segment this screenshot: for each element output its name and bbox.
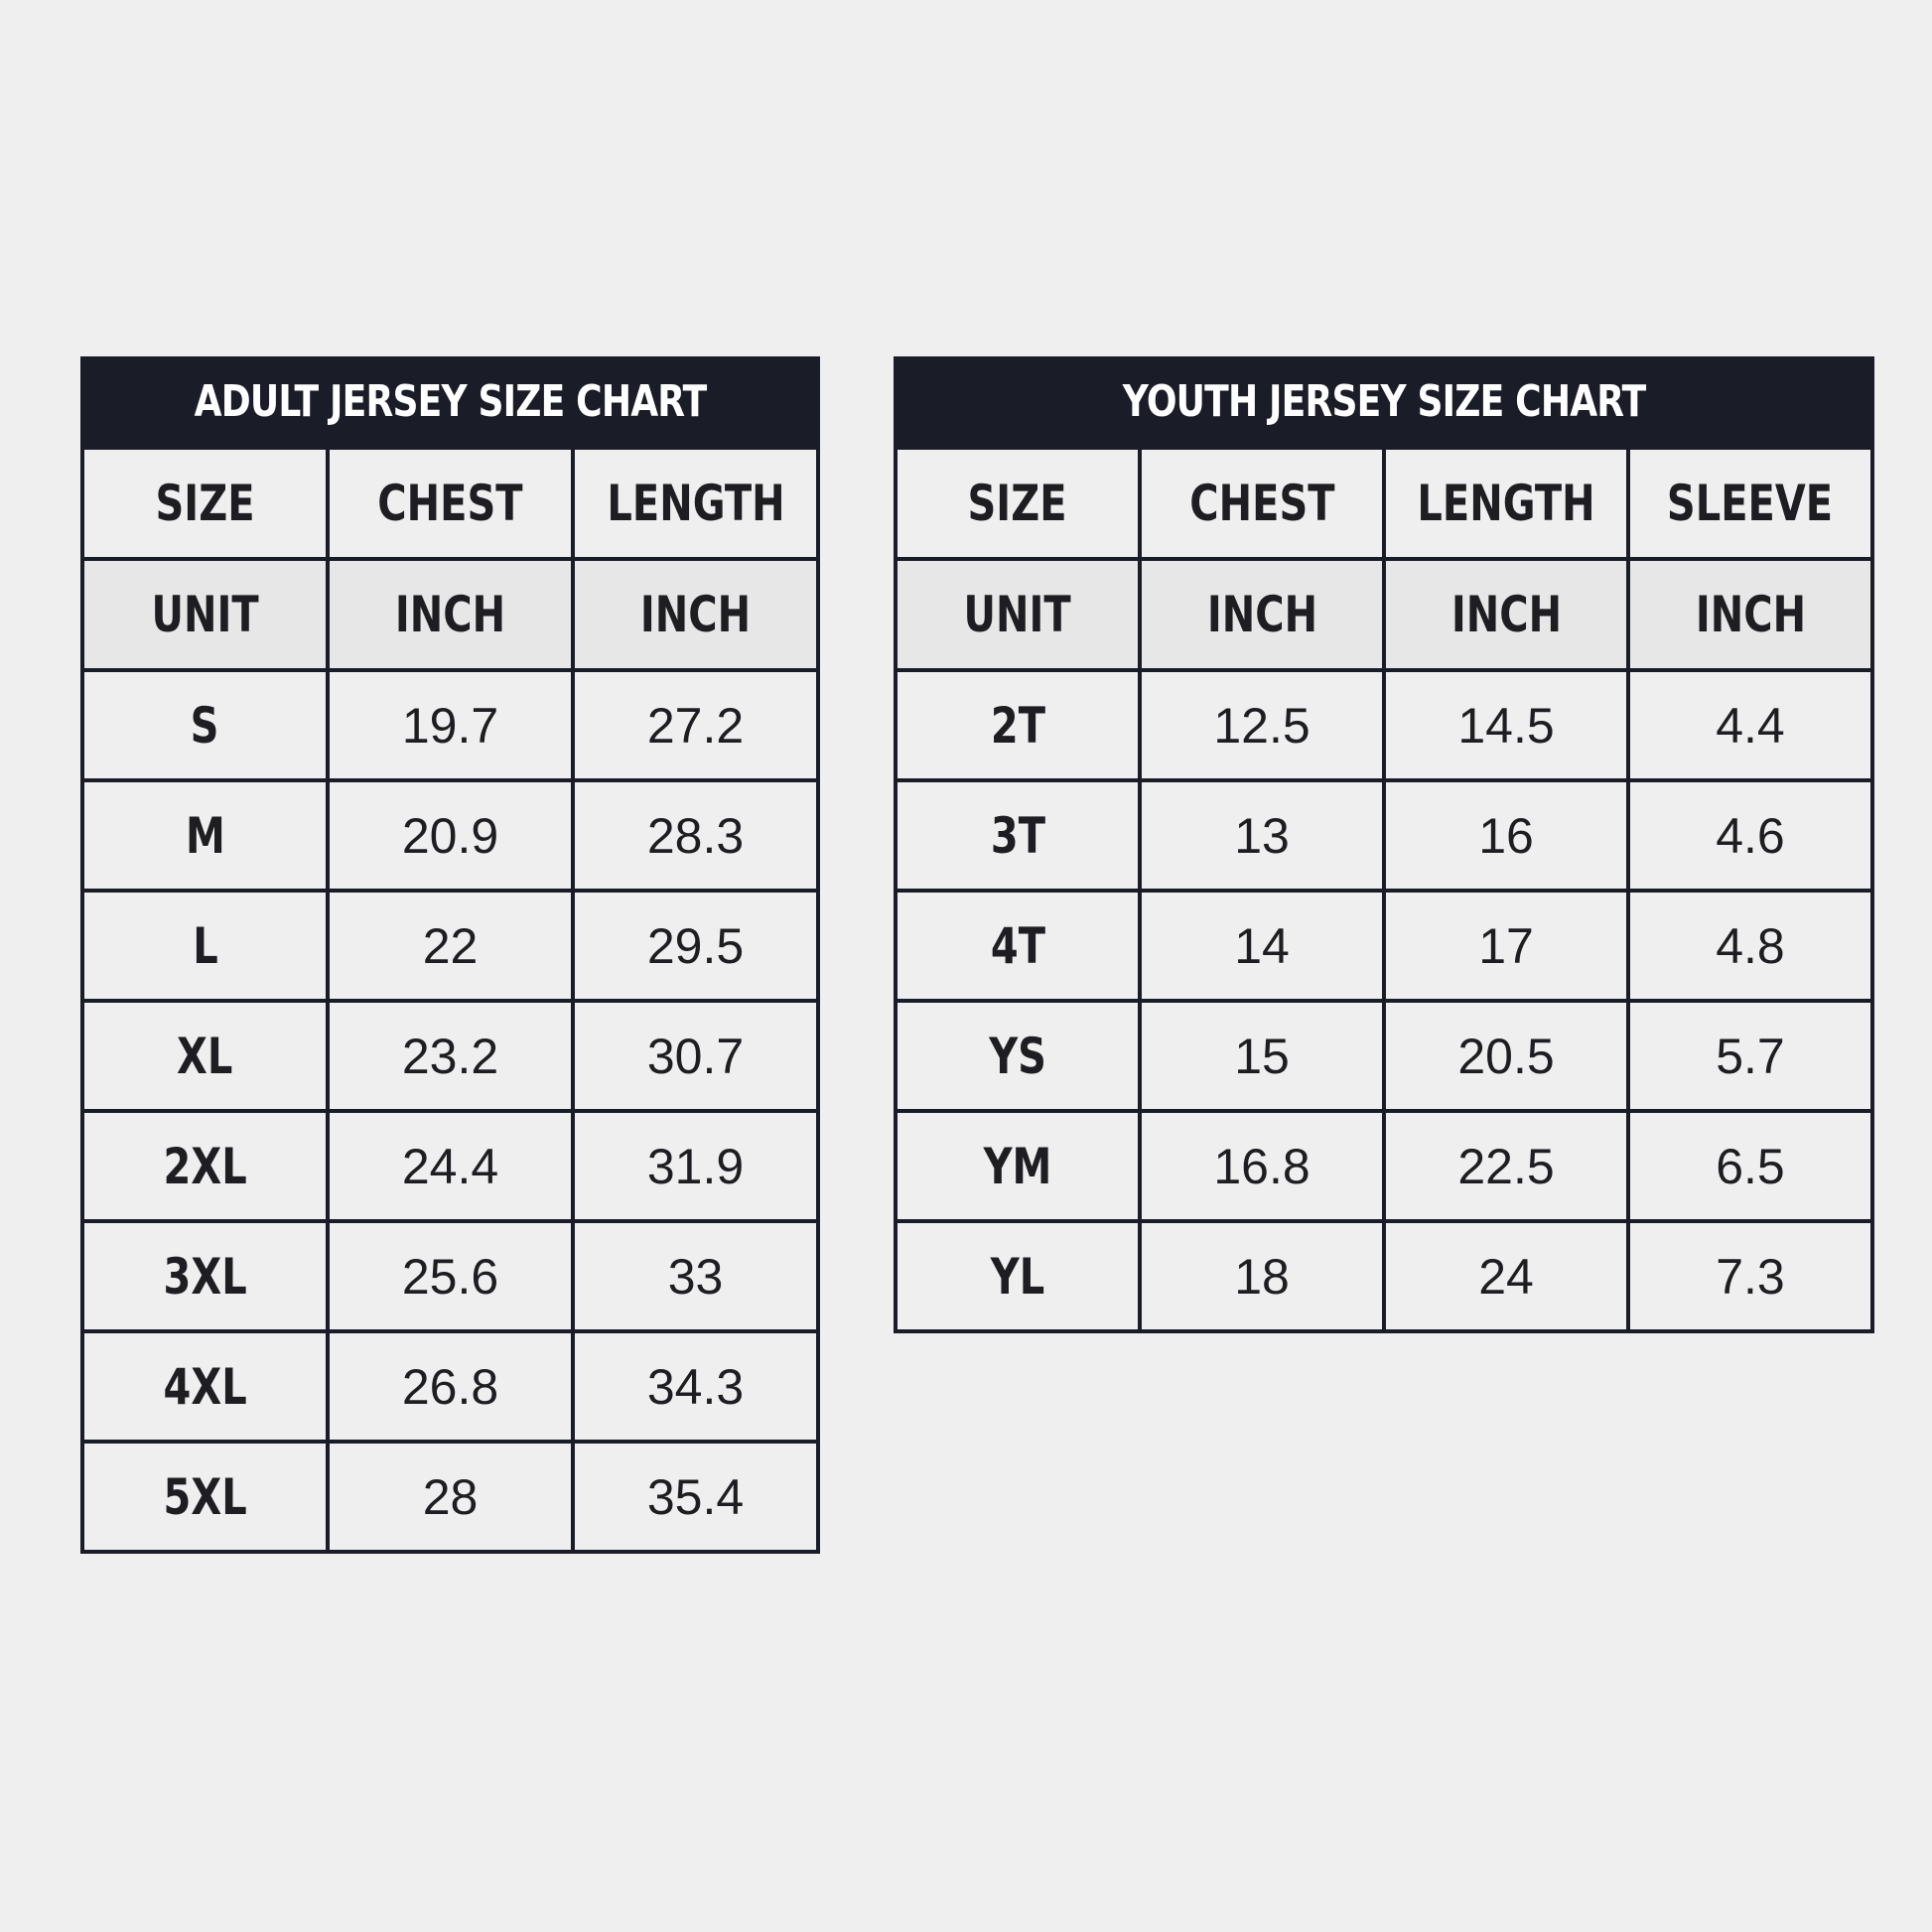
table-row: YL 18 24 7.3 [894, 1219, 1874, 1333]
table-row: 3XL 25.6 33 [80, 1219, 820, 1333]
size-cell: YL [894, 1219, 1142, 1333]
table-row: 3T 13 16 4.6 [894, 778, 1874, 893]
chest-cell: 25.6 [326, 1219, 575, 1333]
chest-cell: 19.7 [326, 668, 575, 782]
adult-header-chest: CHEST [326, 446, 575, 561]
youth-header-sleeve: SLEEVE [1626, 446, 1874, 561]
chest-cell: 26.8 [326, 1329, 575, 1444]
length-cell: 16 [1382, 778, 1630, 893]
chest-cell: 22 [326, 889, 575, 1003]
chest-cell: 15 [1138, 999, 1386, 1113]
youth-unit-row: UNIT INCH INCH INCH [894, 557, 1874, 672]
table-row: S 19.7 27.2 [80, 668, 820, 782]
size-cell: M [80, 778, 330, 893]
adult-unit-length: INCH [571, 557, 820, 672]
youth-header-row: SIZE CHEST LENGTH SLEEVE [894, 446, 1874, 561]
youth-unit-chest: INCH [1138, 557, 1386, 672]
chest-cell: 20.9 [326, 778, 575, 893]
adult-header-length: LENGTH [571, 446, 820, 561]
table-row: M 20.9 28.3 [80, 778, 820, 893]
chest-cell: 16.8 [1138, 1109, 1386, 1223]
table-row: YM 16.8 22.5 6.5 [894, 1109, 1874, 1223]
adult-chart-title: ADULT JERSEY SIZE CHART [80, 356, 820, 446]
length-cell: 20.5 [1382, 999, 1630, 1113]
length-cell: 35.4 [571, 1440, 820, 1554]
length-cell: 14.5 [1382, 668, 1630, 782]
size-cell: S [80, 668, 330, 782]
table-row: YS 15 20.5 5.7 [894, 999, 1874, 1113]
length-cell: 24 [1382, 1219, 1630, 1333]
length-cell: 30.7 [571, 999, 820, 1113]
length-cell: 27.2 [571, 668, 820, 782]
table-row: 4XL 26.8 34.3 [80, 1329, 820, 1444]
size-cell: 4XL [80, 1329, 330, 1444]
youth-chart-title: YOUTH JERSEY SIZE CHART [894, 356, 1874, 446]
size-cell: YS [894, 999, 1142, 1113]
youth-unit-sleeve: INCH [1626, 557, 1874, 672]
size-cell: L [80, 889, 330, 1003]
sleeve-cell: 4.8 [1626, 889, 1874, 1003]
sleeve-cell: 4.6 [1626, 778, 1874, 893]
table-row: 4T 14 17 4.8 [894, 889, 1874, 1003]
length-cell: 22.5 [1382, 1109, 1630, 1223]
size-cell: YM [894, 1109, 1142, 1223]
length-cell: 29.5 [571, 889, 820, 1003]
chest-cell: 14 [1138, 889, 1386, 1003]
adult-header-size: SIZE [80, 446, 330, 561]
size-cell: XL [80, 999, 330, 1113]
chest-cell: 23.2 [326, 999, 575, 1113]
adult-unit-chest: INCH [326, 557, 575, 672]
youth-header-size: SIZE [894, 446, 1142, 561]
sleeve-cell: 4.4 [1626, 668, 1874, 782]
length-cell: 34.3 [571, 1329, 820, 1444]
youth-header-chest: CHEST [1138, 446, 1386, 561]
youth-unit-label: UNIT [894, 557, 1142, 672]
table-row: XL 23.2 30.7 [80, 999, 820, 1113]
size-cell: 3XL [80, 1219, 330, 1333]
sleeve-cell: 5.7 [1626, 999, 1874, 1113]
table-row: 2T 12.5 14.5 4.4 [894, 668, 1874, 782]
chest-cell: 28 [326, 1440, 575, 1554]
adult-unit-label: UNIT [80, 557, 330, 672]
size-cell: 5XL [80, 1440, 330, 1554]
length-cell: 17 [1382, 889, 1630, 1003]
size-cell: 3T [894, 778, 1142, 893]
table-row: 2XL 24.4 31.9 [80, 1109, 820, 1223]
chest-cell: 13 [1138, 778, 1386, 893]
size-cell: 4T [894, 889, 1142, 1003]
youth-size-table: SIZE CHEST LENGTH SLEEVE UNIT INCH INCH … [894, 446, 1874, 1333]
adult-unit-row: UNIT INCH INCH [80, 557, 820, 672]
sleeve-cell: 6.5 [1626, 1109, 1874, 1223]
youth-header-length: LENGTH [1382, 446, 1630, 561]
adult-size-table: SIZE CHEST LENGTH UNIT INCH INCH S 19.7 … [80, 446, 820, 1554]
chest-cell: 12.5 [1138, 668, 1386, 782]
size-cell: 2T [894, 668, 1142, 782]
table-row: 5XL 28 35.4 [80, 1440, 820, 1554]
youth-unit-length: INCH [1382, 557, 1630, 672]
size-cell: 2XL [80, 1109, 330, 1223]
chest-cell: 24.4 [326, 1109, 575, 1223]
table-row: L 22 29.5 [80, 889, 820, 1003]
chest-cell: 18 [1138, 1219, 1386, 1333]
youth-size-chart: YOUTH JERSEY SIZE CHART SIZE CHEST LENGT… [894, 356, 1874, 1333]
length-cell: 31.9 [571, 1109, 820, 1223]
adult-header-row: SIZE CHEST LENGTH [80, 446, 820, 561]
adult-size-chart: ADULT JERSEY SIZE CHART SIZE CHEST LENGT… [80, 356, 820, 1554]
sleeve-cell: 7.3 [1626, 1219, 1874, 1333]
length-cell: 28.3 [571, 778, 820, 893]
length-cell: 33 [571, 1219, 820, 1333]
